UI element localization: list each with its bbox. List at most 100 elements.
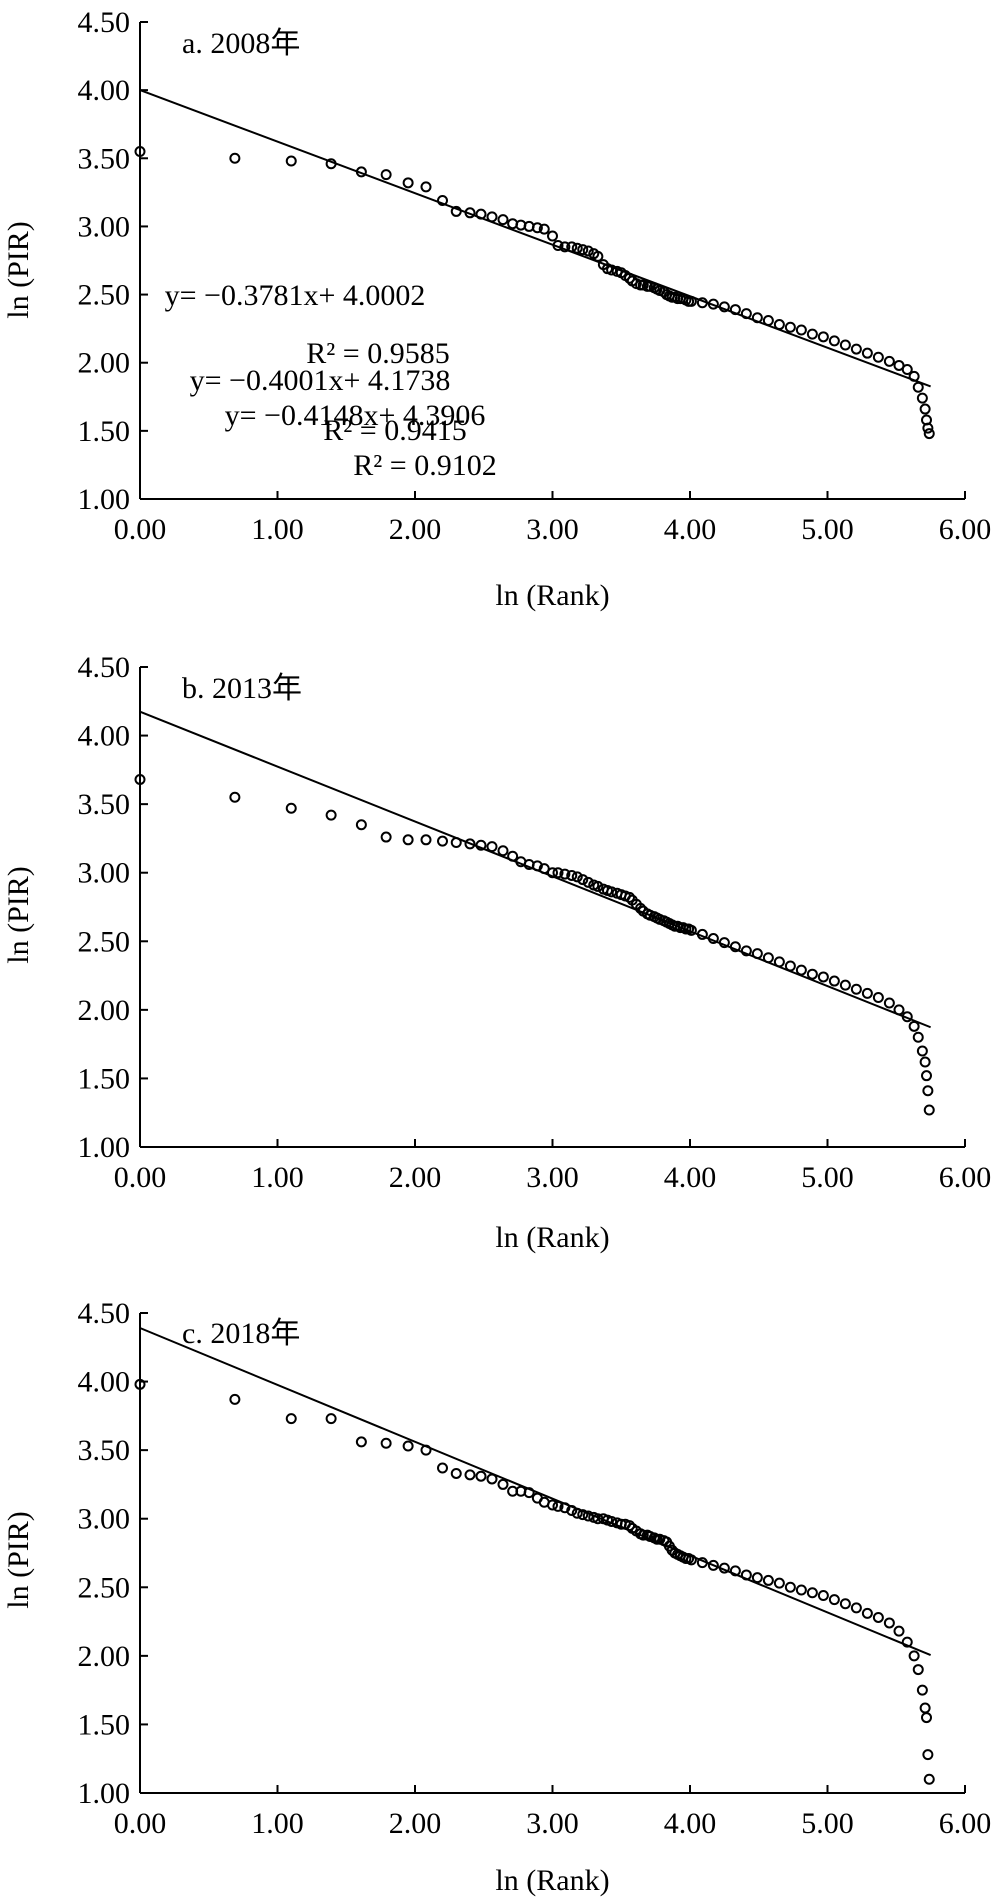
data-point [566,241,578,253]
data-point [817,1590,829,1602]
x-tick-label: 2.00 [389,513,442,546]
y-tick-label: 3.00 [78,210,131,243]
x-axis-title: ln (Rank) [495,1864,609,1897]
x-tick-label: 5.00 [801,1161,854,1194]
x-tick-label: 1.00 [251,1807,304,1840]
data-point [922,1085,934,1097]
x-tick-label: 0.00 [114,1161,167,1194]
y-tick-label: 2.00 [78,1640,131,1673]
data-point [325,1413,337,1425]
data-point [707,1559,719,1571]
data-point [729,1565,741,1577]
data-point [531,860,543,872]
data-point [577,1509,589,1521]
data-point [577,244,589,256]
data-point [420,181,432,193]
data-point [883,997,895,1009]
data-point [916,1684,928,1696]
data-point [806,1587,818,1599]
data-point [817,971,829,983]
data-point [566,1504,578,1516]
data-point [380,169,392,181]
data-point [839,339,851,351]
data-point [437,835,448,847]
data-point [497,845,509,857]
x-tick-label: 6.00 [939,513,992,546]
data-point [486,1473,498,1485]
y-tick-label: 4.50 [78,1297,131,1330]
data-point [380,831,392,843]
y-tick-label: 2.50 [78,925,131,958]
data-point [919,1056,931,1068]
data-point [507,850,519,862]
y-tick-label: 2.50 [78,279,131,312]
data-point [552,867,564,879]
data-point [552,240,564,252]
y-tick-label: 2.00 [78,347,131,380]
regression-equation: y= −0.4001x+ 4.1738 [190,364,451,397]
data-point [285,155,297,167]
data-point [773,1577,785,1589]
data-point [707,933,719,945]
data-point [901,1636,913,1648]
data-point [916,1045,928,1057]
data-point [696,928,708,940]
data-point [685,1554,697,1566]
data-point [850,983,862,995]
y-axis-title: ln (PIR) [2,1511,35,1609]
data-point [883,355,895,367]
data-point [685,924,697,936]
x-tick-label: 4.00 [664,1807,717,1840]
data-point [828,335,840,347]
y-tick-label: 3.50 [78,1434,131,1467]
regression-line [139,1327,932,1657]
x-tick-label: 5.00 [801,1807,854,1840]
x-tick-label: 6.00 [939,1161,992,1194]
data-point [718,937,730,949]
x-tick-label: 3.00 [526,1161,579,1194]
y-tick-label: 4.00 [78,720,131,753]
panel-title: b. 2013年 [182,672,302,705]
data-point [762,314,774,326]
data-point [450,205,462,217]
data-point [919,1702,931,1714]
data-point [624,891,635,903]
data-point [883,1617,895,1629]
x-tick-label: 6.00 [939,1807,992,1840]
data-point [531,222,543,234]
data-point [773,319,785,331]
data-point [582,245,594,257]
data-point [861,987,873,999]
data-point [707,298,719,310]
data-point [923,1104,935,1116]
y-tick-label: 3.00 [78,1503,131,1536]
x-tick-label: 3.00 [526,1807,579,1840]
data-point [134,773,146,785]
data-point [850,1602,862,1614]
data-point [559,868,571,880]
data-point [547,230,558,242]
data-point [450,837,462,849]
x-tick-label: 1.00 [251,513,304,546]
y-tick-label: 3.50 [78,788,131,821]
data-point [901,1011,913,1023]
data-point [566,869,578,881]
data-point [497,1478,509,1490]
data-point [921,1070,932,1082]
data-point [893,1625,905,1637]
data-point [402,834,414,846]
data-point [901,364,913,376]
data-point [547,867,558,879]
data-point [751,1572,763,1584]
data-point [762,1574,774,1586]
data-point [784,321,796,333]
data-point [872,1611,884,1623]
x-tick-label: 4.00 [664,1161,717,1194]
data-point [547,1499,558,1511]
data-point [872,351,884,363]
data-point [740,308,752,320]
y-tick-label: 1.00 [78,483,131,516]
data-point [912,381,924,393]
data-point [762,952,774,964]
